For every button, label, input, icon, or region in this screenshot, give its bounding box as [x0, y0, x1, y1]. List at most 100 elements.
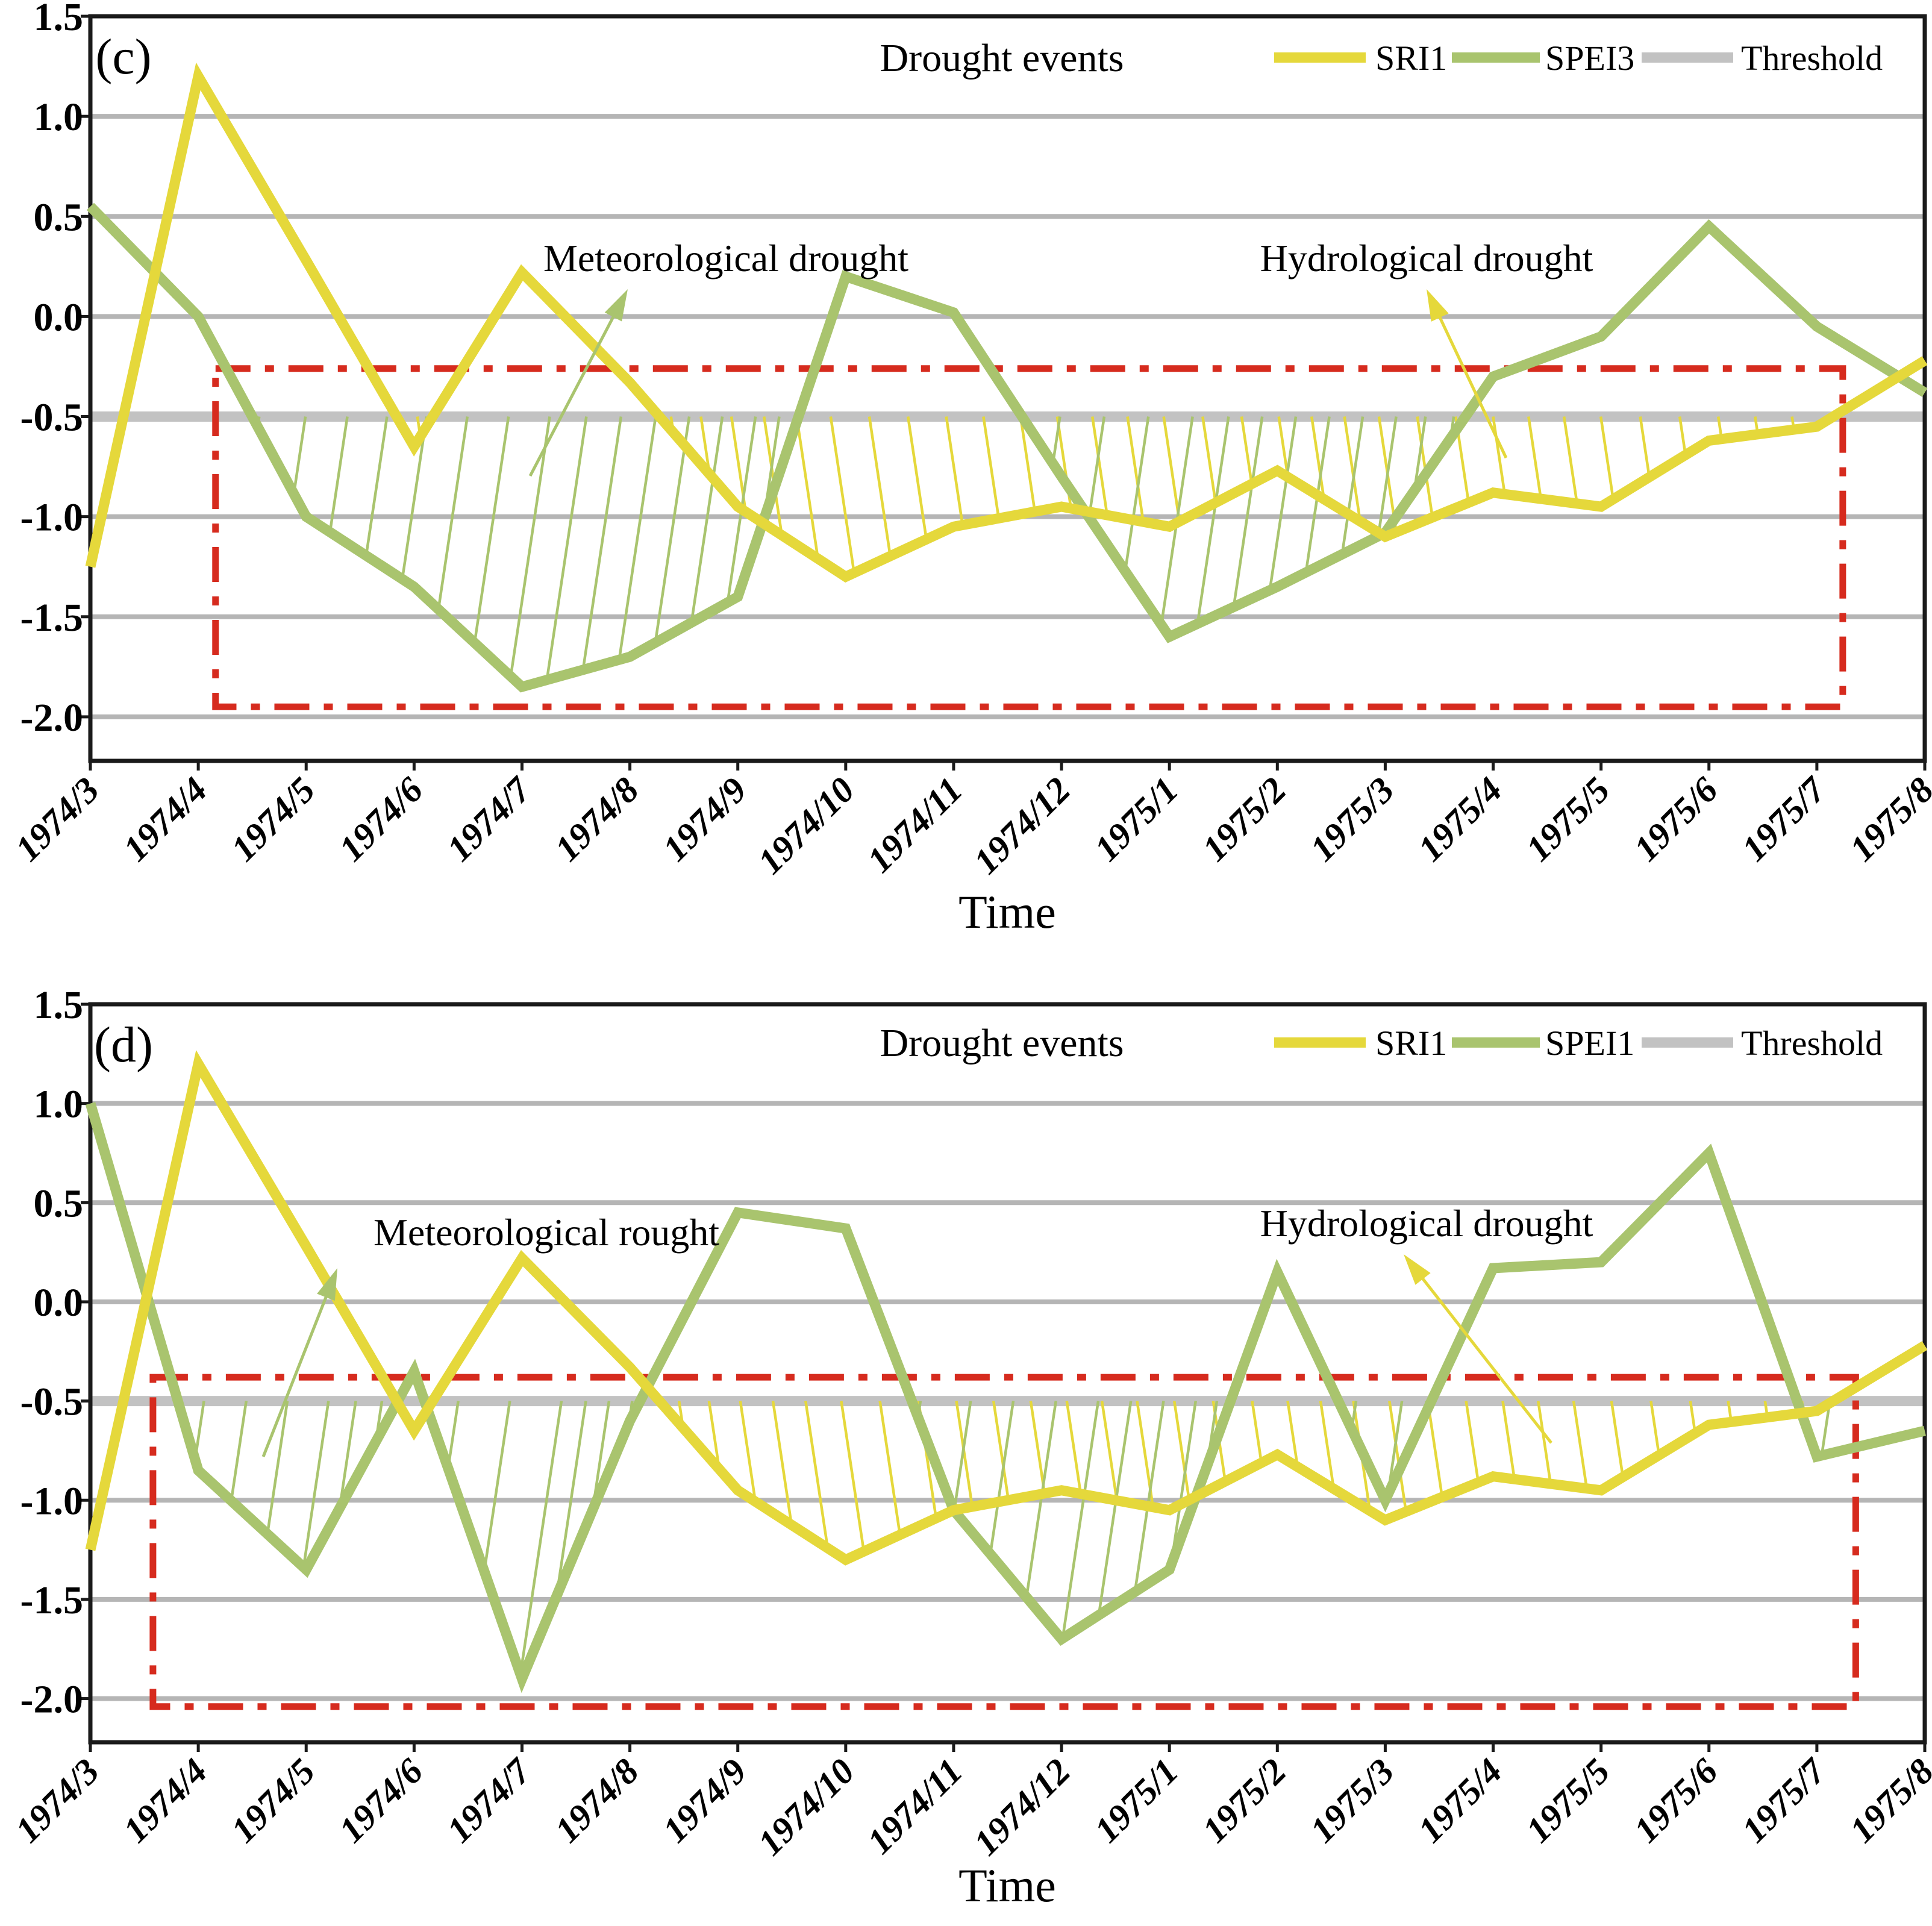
y-tick-label: 1.0: [34, 95, 84, 139]
hatch-line: [868, 416, 892, 557]
hatch-line: [1562, 416, 1579, 504]
hatch-line: [739, 1401, 757, 1502]
hatch-line: [1639, 416, 1651, 478]
legend-swatch-threshold: [1642, 52, 1733, 63]
hatch-line: [1126, 416, 1145, 522]
annotation-arrow: [261, 1292, 330, 1457]
spei3-hatch-lines: [256, 416, 1455, 680]
legend-swatch-sri1: [1274, 52, 1366, 63]
sri1-hatch-lines: [416, 416, 1796, 574]
panel-label: (c): [95, 29, 151, 85]
panel-label: (d): [94, 1017, 153, 1073]
y-tick-label: -0.5: [20, 1380, 83, 1424]
legend-title: Drought events: [880, 1021, 1124, 1065]
hatch-line: [952, 1401, 972, 1512]
hatch-line: [982, 416, 1001, 519]
hatch-line: [1277, 416, 1290, 478]
hatch-line: [446, 1401, 460, 1469]
annotation-text: Hydrological drought: [1260, 1202, 1593, 1245]
hatch-line: [1599, 416, 1615, 500]
chart-c-plot: 1.5 1.0 0.5 0.0 -0.5 -1.0 -1.5 -2.0 Drought even…: [7, 0, 1932, 938]
y-tick-label: 0.5: [34, 1181, 84, 1225]
hatch-line: [1019, 416, 1037, 512]
annotation-arrowhead: [1427, 289, 1449, 322]
hatch-line: [1610, 1401, 1625, 1478]
legend-label: Threshold: [1741, 1024, 1883, 1063]
hatch-line: [545, 416, 588, 680]
hatch-line: [483, 1401, 511, 1572]
legend-label: Threshold: [1741, 39, 1883, 78]
hatch-line: [292, 416, 307, 495]
hatch-line: [707, 1401, 721, 1469]
y-tick-label: -0.5: [20, 396, 83, 440]
hatch-line: [989, 1401, 1015, 1554]
hatch-line: [1061, 1401, 1100, 1639]
hatch-line: [1649, 1401, 1661, 1455]
hatch-line: [804, 1401, 830, 1549]
y-tick-label: -2.0: [20, 1678, 83, 1722]
hatch-line: [906, 416, 928, 540]
hatch-line: [699, 416, 711, 475]
drought-event-box: [212, 365, 1846, 710]
hatch-line: [230, 1401, 248, 1501]
legend-title: Drought events: [880, 36, 1124, 80]
legend-label: SRI1: [1375, 1024, 1447, 1063]
y-tick-label: 0.0: [34, 1281, 84, 1325]
hatch-line: [1388, 1401, 1408, 1512]
hatch-line: [437, 416, 469, 610]
hatch-line: [1310, 416, 1326, 499]
y-tick-label: -1.0: [20, 1479, 83, 1523]
hatch-line: [302, 1401, 330, 1568]
hatch-line: [1087, 416, 1106, 518]
annotation-arrowhead: [1404, 1254, 1431, 1285]
hatch-line: [1251, 1401, 1263, 1463]
sri1-line: [85, 1049, 1928, 1566]
hatch-line: [992, 1401, 1010, 1501]
hatch-line: [617, 416, 657, 660]
annotation-arrow: [528, 311, 617, 477]
hatch-line: [1196, 416, 1230, 624]
hatch-line: [401, 416, 428, 580]
chart-d-plot: 1.5 1.0 0.5 0.0 -0.5 -1.0 -1.5 -2.0 Drought even…: [0, 964, 1932, 1926]
y-tick-label: -1.5: [20, 596, 83, 640]
annotation-arrow: [1436, 312, 1508, 459]
hatch-line: [840, 1401, 866, 1552]
hatch-line: [519, 1401, 563, 1675]
hatch-line: [509, 416, 551, 677]
hatch-line: [338, 1401, 357, 1509]
hatch-line: [1124, 416, 1150, 572]
hatch-line: [1537, 1401, 1552, 1484]
spei3-line: [86, 202, 1928, 693]
hatch-line: [878, 1401, 902, 1535]
legend-label: SPEI1: [1545, 1024, 1634, 1063]
legend-swatch-spei1: [1452, 1037, 1540, 1048]
hatch-line: [1097, 1401, 1133, 1616]
plot-border: [88, 1002, 1927, 1745]
y-tick-label: 0.0: [34, 295, 84, 339]
legend-label: SPEI3: [1545, 39, 1634, 78]
hatch-line: [1065, 1401, 1083, 1494]
hatch-line: [1501, 1401, 1516, 1480]
hatch-line: [328, 416, 349, 533]
hatch-line: [1340, 416, 1365, 555]
time-axis-label: Time: [958, 886, 1056, 938]
hatch-line: [1319, 1401, 1336, 1489]
hatch-line: [690, 416, 724, 623]
hatch-line: [763, 416, 784, 536]
time-axis-label: Time: [958, 1859, 1056, 1912]
y-tick-label: -1.0: [20, 496, 83, 540]
y-tick-label: 1.0: [34, 1083, 84, 1127]
hatch-line: [1091, 416, 1109, 516]
hatch-line: [1465, 1401, 1480, 1483]
hatch-line: [795, 416, 820, 559]
hatch-line: [771, 1401, 793, 1525]
hatch-line: [1678, 416, 1687, 455]
y-tick-label: 1.5: [34, 0, 84, 39]
hatch-line: [1426, 1401, 1444, 1498]
drought-event-box: [149, 1374, 1859, 1710]
hatch-line: [1343, 416, 1362, 522]
hatch-line: [1572, 1401, 1589, 1489]
hatch-line: [955, 1401, 974, 1507]
legend-swatch-threshold: [1642, 1037, 1733, 1048]
hatch-line: [1162, 416, 1181, 522]
